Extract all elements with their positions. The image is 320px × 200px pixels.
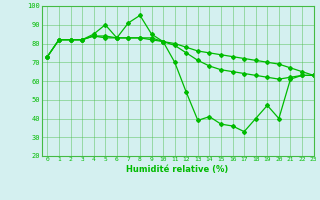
X-axis label: Humidité relative (%): Humidité relative (%) <box>126 165 229 174</box>
